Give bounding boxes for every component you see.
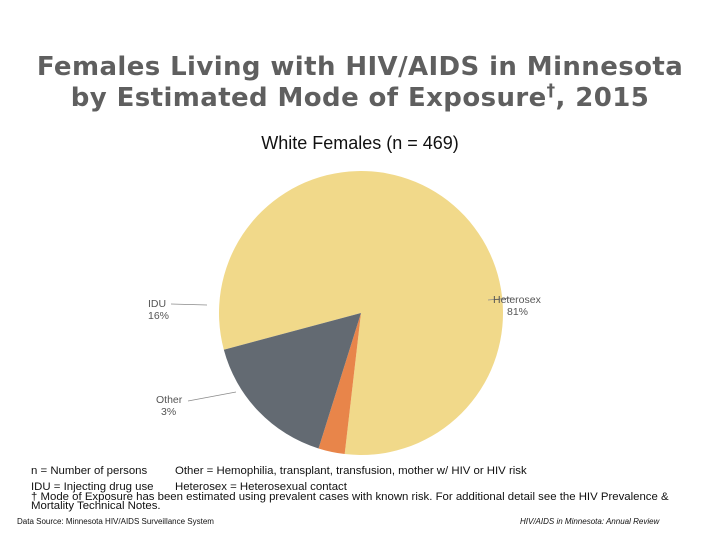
pie-slice-other <box>318 313 361 455</box>
title-year: , 2015 <box>555 83 650 113</box>
title-line-2-text: by Estimated Mode of Exposure <box>70 83 547 113</box>
title-line-1: Females Living with HIV/AIDS in Minnesot… <box>36 52 684 82</box>
chart-title: Females Living with HIV/AIDS in Minnesot… <box>0 52 720 114</box>
note-idu-def: IDU = Injecting drug use <box>31 481 154 493</box>
note-row-2: IDU = Injecting drug use Heterosex = Hete… <box>31 479 711 495</box>
title-dagger: † <box>546 81 556 101</box>
slice-label-heterosex-name: Heterosex <box>493 294 541 306</box>
slice-label-heterosex-value: 81% <box>507 306 529 318</box>
slice-label-other-value: 3% <box>161 406 177 418</box>
report-name: HIV/AIDS in Minnesota: Annual Review <box>520 517 660 526</box>
slice-label-other: Other 3% <box>156 394 182 418</box>
note-hetero-def: Heterosex = Heterosexual contact <box>175 481 347 493</box>
note-dagger-def: † Mode of Exposure has been estimated us… <box>31 491 669 512</box>
note-other-def: Other = Hemophilia, transplant, transfus… <box>175 465 527 477</box>
footnotes: n = Number of persons Other = Hemophilia,… <box>31 463 711 512</box>
leader-line-other <box>187 391 237 402</box>
slice-label-idu-name: IDU <box>148 298 167 310</box>
slice-label-idu-value: 16% <box>148 310 170 322</box>
pie-slice-heterosex <box>219 171 504 456</box>
slice-label-other-name: Other <box>156 394 183 406</box>
leader-line-idu <box>170 303 208 306</box>
data-source: Data Source: Minnesota HIV/AIDS Surveill… <box>17 517 214 526</box>
note-n-def: n = Number of persons <box>31 465 148 477</box>
note-row-1: n = Number of persons Other = Hemophilia,… <box>31 463 711 479</box>
slice-label-heterosex: Heterosex 81% <box>493 294 541 318</box>
slice-label-idu: IDU 16% <box>148 298 169 322</box>
pie-slice-idu <box>223 313 361 449</box>
title-line-2: by Estimated Mode of Exposure†, 2015 <box>0 83 720 114</box>
leader-line-heterosex <box>487 297 513 301</box>
pie-subtitle: White Females (n = 469) <box>261 133 459 153</box>
